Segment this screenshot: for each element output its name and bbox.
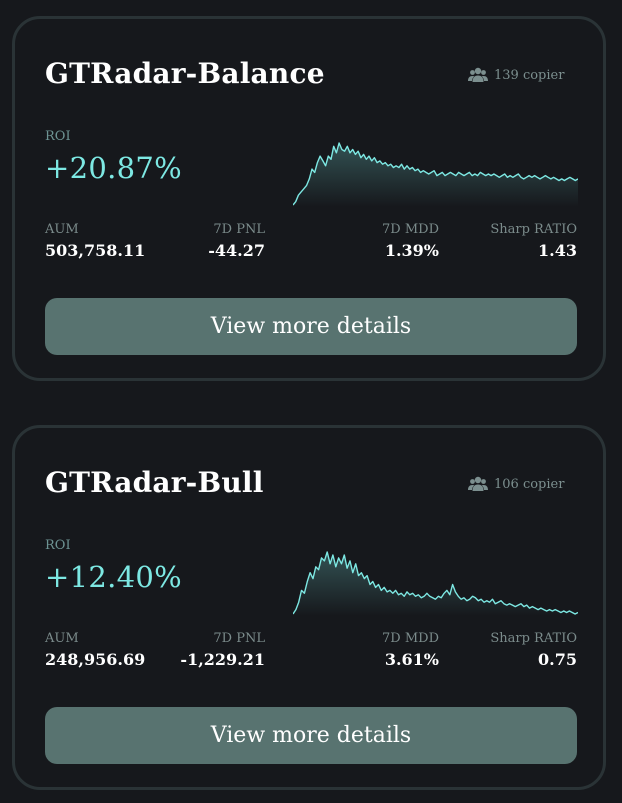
aum-label: AUM xyxy=(45,631,79,646)
sparkline-area xyxy=(293,143,578,207)
stat-sharp-ratio: Sharp RATIO 1.43 xyxy=(477,222,577,260)
sharp-label: Sharp RATIO xyxy=(490,631,577,646)
trader-name: GTRadar-Bull xyxy=(45,466,264,499)
sharp-value: 1.43 xyxy=(538,241,577,260)
roi-value: +20.87% xyxy=(45,151,182,185)
stat-7d-mdd: 7D MDD 1.39% xyxy=(335,222,439,260)
aum-value: 248,956.69 xyxy=(45,650,146,669)
stat-7d-mdd: 7D MDD 3.61% xyxy=(335,631,439,669)
roi-sparkline xyxy=(293,142,578,207)
pnl-label: 7D PNL xyxy=(213,222,265,237)
roi-sparkline xyxy=(293,551,578,616)
users-icon xyxy=(468,476,488,491)
roi-label: ROI xyxy=(45,129,71,144)
copier-text: 139 copier xyxy=(494,67,565,83)
pnl-value: -44.27 xyxy=(208,241,265,260)
mdd-label: 7D MDD xyxy=(382,222,439,237)
mdd-value: 1.39% xyxy=(384,241,439,260)
stat-sharp-ratio: Sharp RATIO 0.75 xyxy=(477,631,577,669)
copier-count: 139 copier xyxy=(468,67,564,83)
sparkline-line xyxy=(293,142,578,206)
pnl-label: 7D PNL xyxy=(213,631,265,646)
sharp-label: Sharp RATIO xyxy=(490,222,577,237)
mdd-value: 3.61% xyxy=(384,650,439,669)
copier-text: 106 copier xyxy=(494,476,565,492)
stat-aum: AUM 503,758.11 xyxy=(45,222,145,260)
view-details-button[interactable]: View more details xyxy=(45,298,577,355)
roi-value: +12.40% xyxy=(45,560,182,594)
stat-7d-pnl: 7D PNL -44.27 xyxy=(165,222,265,260)
aum-label: AUM xyxy=(45,222,79,237)
trader-card-bull: GTRadar-Bull 106 copier ROI +12.40% AUM … xyxy=(12,425,606,790)
users-icon xyxy=(468,67,488,82)
sharp-value: 0.75 xyxy=(538,650,577,669)
aum-value: 503,758.11 xyxy=(45,241,146,260)
stat-7d-pnl: 7D PNL -1,229.21 xyxy=(165,631,265,669)
sparkline-area xyxy=(293,552,578,616)
copier-count: 106 copier xyxy=(468,476,564,492)
sparkline-line xyxy=(293,551,578,615)
stat-aum: AUM 248,956.69 xyxy=(45,631,145,669)
trader-card-balance: GTRadar-Balance 139 copier ROI +20.87% A… xyxy=(12,16,606,381)
trader-name: GTRadar-Balance xyxy=(45,57,325,90)
pnl-value: -1,229.21 xyxy=(180,650,265,669)
roi-label: ROI xyxy=(45,538,71,553)
mdd-label: 7D MDD xyxy=(382,631,439,646)
view-details-button[interactable]: View more details xyxy=(45,707,577,764)
